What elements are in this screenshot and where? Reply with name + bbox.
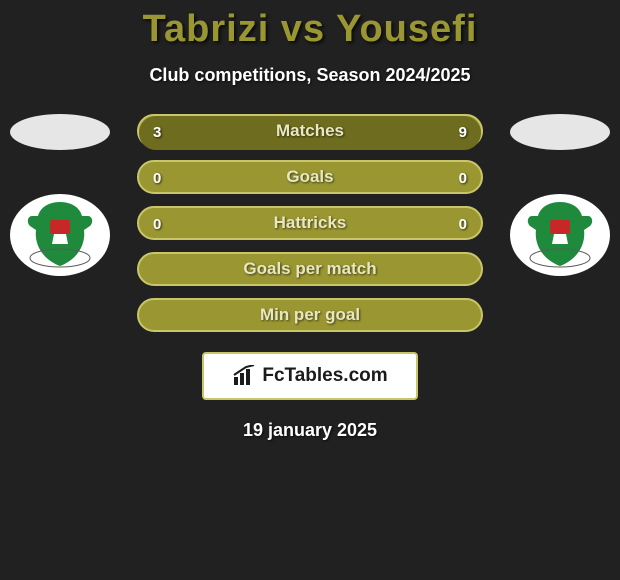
stat-value-left: 3 — [153, 116, 161, 150]
stat-rows: Matches 3 9 Goals 0 0 Hattricks 0 0 Goals per mat… — [137, 114, 483, 332]
stat-row-mpg: Min per goal — [137, 298, 483, 332]
stat-row-matches: Matches 3 9 — [137, 114, 483, 148]
stat-value-left: 0 — [153, 162, 161, 196]
right-player-column — [500, 114, 620, 276]
comparison-panel: Matches 3 9 Goals 0 0 Hattricks 0 0 Goals per mat… — [0, 114, 620, 332]
brand-box: FcTables.com — [202, 352, 418, 400]
stat-bar-left — [139, 116, 225, 150]
stat-value-right: 9 — [459, 116, 467, 150]
stat-label: Min per goal — [260, 305, 360, 325]
stat-label: Goals — [286, 167, 333, 187]
stat-value-right: 0 — [459, 208, 467, 242]
stat-bar-right — [225, 116, 482, 150]
stat-label: Matches — [276, 121, 344, 141]
stat-label: Hattricks — [274, 213, 347, 233]
page-title: Tabrizi vs Yousefi — [0, 0, 620, 51]
stat-value-left: 0 — [153, 208, 161, 242]
stat-label: Goals per match — [243, 259, 376, 279]
page-subtitle: Club competitions, Season 2024/2025 — [0, 65, 620, 86]
stat-value-right: 0 — [459, 162, 467, 196]
left-player-avatar — [10, 114, 110, 150]
footer-date: 19 january 2025 — [0, 420, 620, 441]
bar-chart-icon — [232, 365, 258, 387]
club-crest-icon — [10, 194, 110, 276]
left-player-column — [0, 114, 120, 276]
stat-row-goals: Goals 0 0 — [137, 160, 483, 194]
right-player-avatar — [510, 114, 610, 150]
stat-row-hattricks: Hattricks 0 0 — [137, 206, 483, 240]
left-club-badge — [10, 194, 110, 276]
brand-text: FcTables.com — [262, 365, 387, 387]
stat-row-gpm: Goals per match — [137, 252, 483, 286]
right-club-badge — [510, 194, 610, 276]
club-crest-icon — [510, 194, 610, 276]
